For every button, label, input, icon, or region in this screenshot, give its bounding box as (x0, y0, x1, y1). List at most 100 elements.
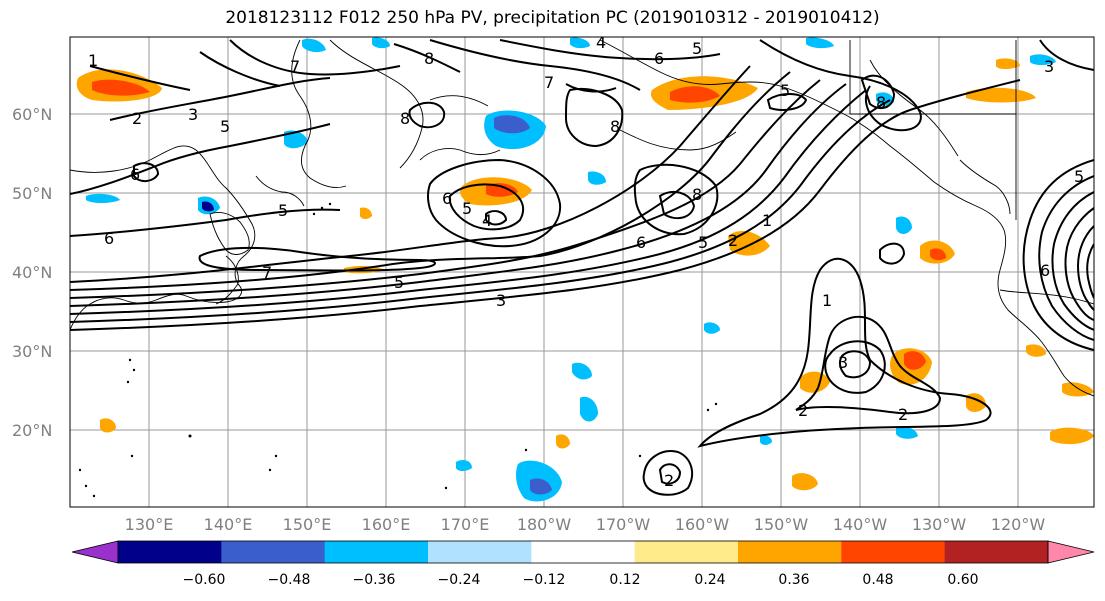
contour-label: 1 (762, 211, 772, 230)
precip-positive-anomaly (92, 79, 150, 96)
lat-label: 20°N (12, 421, 53, 440)
contour-label: 5 (278, 201, 288, 220)
lon-label: 150°W (753, 515, 809, 534)
precip-positive-anomaly (360, 207, 372, 219)
colorbar-tick: 0.60 (947, 572, 979, 588)
contour-label: 6 (130, 165, 140, 184)
contour-label: 2 (798, 401, 808, 420)
lon-label: 140°W (832, 515, 888, 534)
colorbar-tick: 0.48 (862, 572, 894, 588)
lon-label: 170°W (595, 515, 651, 534)
precip-negative-anomaly (896, 426, 918, 439)
lat-label: 30°N (12, 342, 53, 361)
contour-label: 4 (482, 211, 492, 230)
contour-label: 5 (780, 81, 790, 100)
precip-negative-anomaly (572, 362, 592, 380)
contour-label: 4 (596, 33, 606, 52)
contour-label: 3 (838, 353, 848, 372)
precip-negative-anomaly (1030, 54, 1056, 65)
precip-negative-anomaly (202, 201, 214, 212)
lon-label: 130°W (911, 515, 967, 534)
precip-positive-anomaly (670, 86, 720, 103)
precip-positive-anomaly (930, 248, 946, 261)
precip-negative-anomaly (86, 193, 120, 203)
precip-negative-anomaly (284, 130, 308, 149)
contour-label: 3 (188, 105, 198, 124)
lon-label: 180°W (516, 515, 572, 534)
colorbar-tick: −0.60 (182, 572, 226, 588)
lon-label: 120°W (990, 515, 1046, 534)
contour-label: 3 (1044, 57, 1054, 76)
islands (78, 202, 718, 498)
contour-label: 6 (104, 229, 114, 248)
precip-negative-anomaly (456, 460, 472, 471)
contour-label: 6 (442, 189, 452, 208)
contour-label: 7 (262, 263, 272, 282)
precip-positive-anomaly (904, 351, 926, 370)
precip-positive-anomaly (100, 418, 116, 433)
contour-label: 8 (876, 93, 886, 112)
lat-label: 50°N (12, 184, 53, 203)
contour-label: 6 (636, 233, 646, 252)
colorbar-tick: 0.12 (609, 572, 641, 588)
contour-label: 5 (394, 273, 404, 292)
precip-negative-anomaly (570, 37, 590, 49)
precip-positive-anomaly (966, 87, 1036, 103)
precip-negative-anomaly (494, 115, 530, 134)
contour-label: 8 (400, 109, 410, 128)
lon-label: 130°E (124, 515, 174, 534)
precip-positive-anomaly (792, 473, 818, 491)
contour-label: 3 (496, 291, 506, 310)
contour-label: 5 (220, 117, 230, 136)
precip-negative-anomaly (580, 396, 598, 422)
contour-label: 5 (462, 199, 472, 218)
lon-label: 160°W (674, 515, 730, 534)
contour-label: 5 (698, 233, 708, 252)
precip-positive-anomaly (996, 58, 1020, 69)
precip-negative-anomaly (876, 92, 894, 106)
colorbar-tick: −0.12 (522, 572, 566, 588)
precip-negative-anomaly (302, 38, 326, 53)
lon-label: 140°E (203, 515, 253, 534)
precip-positive-anomaly (486, 183, 518, 197)
map-panel: 1 2 3 5 7 8 6 5 4 6 5 7 8 6 5 4 7 5 3 6 … (69, 33, 1095, 508)
contour-label: 5 (692, 39, 702, 58)
contour-label: 6 (654, 49, 664, 68)
contour-label: 8 (692, 185, 702, 204)
contour-label: 7 (544, 73, 554, 92)
graticule (70, 37, 1094, 507)
precip-negative-anomaly (704, 322, 720, 334)
lat-label: 60°N (12, 105, 53, 124)
map-frame (69, 36, 1095, 508)
contour-label: 8 (424, 49, 434, 68)
precip-negative-anomaly (588, 171, 606, 185)
contour-label: 1 (822, 291, 832, 310)
precip-negative-anomaly (896, 216, 912, 234)
colorbar-tick: 0.24 (694, 572, 726, 588)
colorbar-tick: −0.24 (437, 572, 481, 588)
precip-negative-anomaly (760, 435, 772, 445)
contour-label: 1 (88, 51, 98, 70)
map-title: 2018123112 F012 250 hPa PV, precipitatio… (225, 8, 880, 28)
contour-label: 8 (610, 117, 620, 136)
precip-negative-anomaly (806, 37, 834, 49)
precip-negative-anomaly (530, 478, 552, 495)
lon-label: 150°E (282, 515, 332, 534)
precip-positive-anomaly (800, 371, 830, 393)
contour-label: 5 (1074, 167, 1084, 186)
lon-label: 170°E (440, 515, 490, 534)
lat-label: 40°N (12, 263, 53, 282)
colorbar-tick: −0.36 (352, 572, 396, 588)
contour-label-group: 1 2 3 5 7 8 6 5 4 6 5 7 8 6 5 4 7 5 3 6 … (88, 33, 1084, 490)
colorbar-tick: −0.48 (267, 572, 311, 588)
precip-negative-anomaly (372, 37, 390, 49)
precip-positive-anomaly (556, 434, 570, 449)
contour-label: 2 (898, 405, 908, 424)
contour-label: 2 (132, 109, 142, 128)
precip-positive-anomaly (1026, 344, 1046, 357)
contour-label: 6 (1040, 261, 1050, 280)
contour-label: 2 (664, 471, 674, 490)
pv-contours (70, 39, 1094, 496)
lon-label: 160°E (361, 515, 411, 534)
colorbar-tick: 0.36 (778, 572, 810, 588)
